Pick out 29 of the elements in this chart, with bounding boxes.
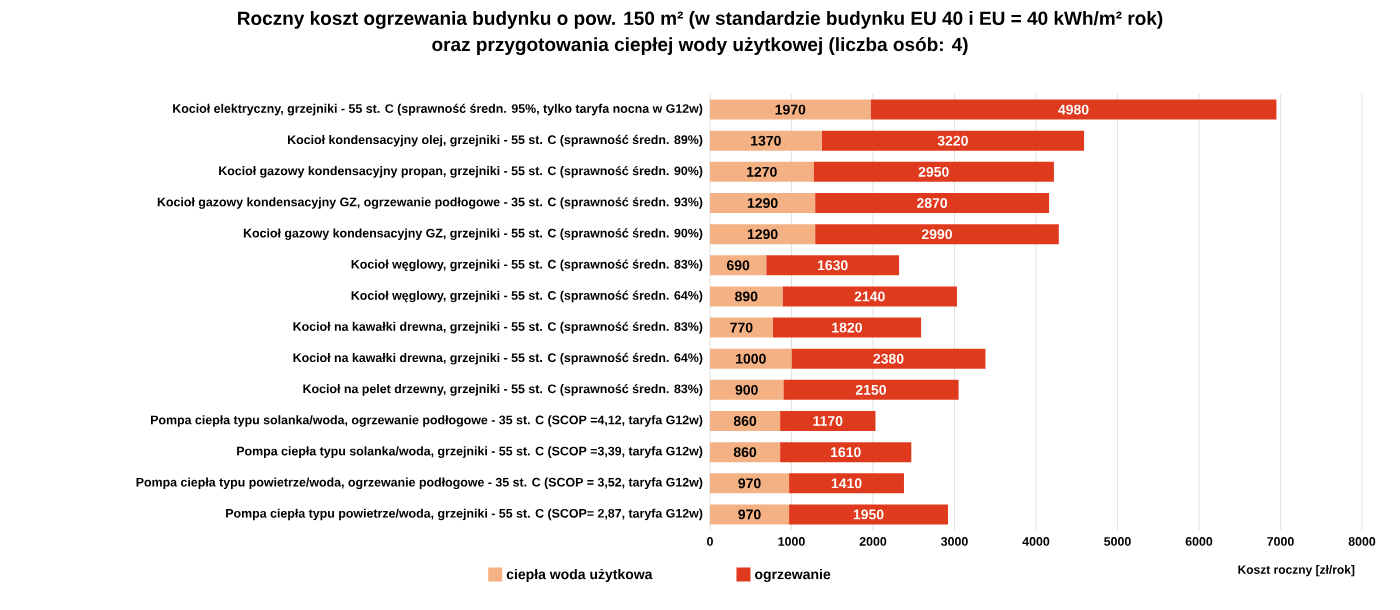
bar (789, 504, 948, 525)
chart-subtitle: oraz przygotowania ciepłej wody użytkowej (liczba osób: 4) (432, 37, 968, 56)
bar (772, 317, 922, 338)
bar (710, 504, 790, 525)
bar (710, 411, 781, 431)
bar (870, 99, 1277, 120)
bar (710, 348, 792, 369)
bar (815, 193, 1050, 213)
bar (710, 99, 871, 120)
bar (789, 473, 904, 494)
bar (782, 286, 957, 307)
bar (710, 379, 784, 400)
bar (815, 224, 1059, 245)
bar (710, 193, 816, 213)
bar (710, 224, 816, 245)
bar (710, 473, 790, 494)
bar (783, 379, 959, 400)
bar (710, 442, 781, 463)
bar (710, 161, 814, 182)
bar (813, 161, 1054, 182)
bar (710, 286, 783, 307)
bar (821, 130, 1085, 151)
bar (710, 317, 773, 338)
chart-title: Roczny koszt ogrzewania budynku o pow. 150 m² (w standardzie budynku EU 40 i EU = 40 kWh/m² rok) (238, 11, 1163, 29)
bar (780, 411, 876, 431)
bar (710, 130, 822, 151)
bar (780, 442, 912, 463)
bar (766, 255, 900, 276)
bar (791, 348, 986, 369)
